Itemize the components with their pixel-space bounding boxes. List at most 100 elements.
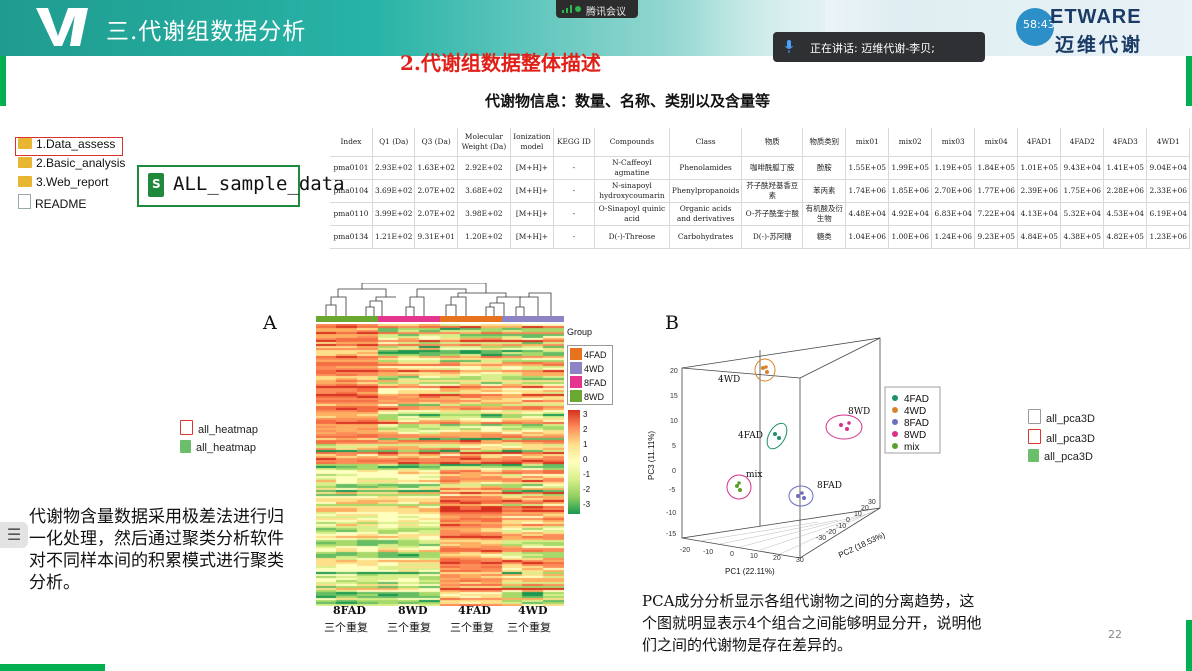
table-cell: O-芥子酰奎宁酸 — [741, 202, 804, 226]
pdf-icon — [180, 420, 193, 435]
table-cell: 1.23E+06 — [1146, 225, 1191, 249]
x-tick: -10 — [703, 549, 713, 556]
group-legend-title: Group — [567, 327, 593, 337]
table-cell: 3.99E+02 — [372, 202, 416, 226]
cluster-label: 4WD — [718, 375, 740, 385]
column-label: 4WD — [518, 604, 548, 617]
table-cell: Phenolamides — [669, 156, 743, 180]
scale-tick: -3 — [583, 500, 591, 509]
y-tick: 20 — [670, 368, 678, 375]
table-cell: pma0134 — [330, 225, 373, 249]
file-item[interactable]: README — [18, 194, 86, 212]
pca-png-file[interactable]: all_pca3D — [1028, 449, 1093, 463]
heatmap-png-file[interactable]: all_heatmap — [180, 440, 256, 454]
table-cell: 3.98E+02 — [457, 202, 511, 226]
legend-swatch — [570, 376, 582, 388]
table-cell: 1.55E+05 — [845, 156, 890, 180]
x-tick: -20 — [680, 547, 690, 554]
x-tick: 0 — [730, 551, 734, 558]
table-cell: 9.23E+05 — [974, 225, 1019, 249]
table-cell: 6.83E+04 — [931, 202, 976, 226]
menu-list-icon[interactable]: ☰ — [0, 522, 28, 548]
folder-icon — [18, 157, 32, 168]
table-cell: 9.43E+04 — [1060, 156, 1105, 180]
meeting-app-bar[interactable]: 腾讯会议 — [556, 0, 638, 18]
pca-file[interactable]: all_pca3D — [1028, 409, 1095, 425]
table-cell: [M+H]+ — [510, 179, 554, 203]
table-header-cell: mix02 — [888, 128, 933, 157]
pca-pdf-file[interactable]: all_pca3D — [1028, 429, 1095, 445]
scale-tick: -1 — [583, 470, 591, 479]
z-tick: 30 — [868, 499, 876, 506]
legend-label: 4WD — [584, 364, 604, 374]
table-header-cell: Class — [669, 128, 743, 157]
cluster-label: 8WD — [848, 407, 870, 417]
folder-icon — [18, 176, 32, 187]
group-bar — [316, 316, 378, 322]
file-label: all_heatmap — [196, 442, 256, 454]
excel-file-button[interactable]: S ALL_sample_data — [137, 165, 345, 207]
table-header-cell: Compounds — [594, 128, 670, 157]
slide-header — [0, 0, 1192, 56]
table-cell: 1.21E+02 — [372, 225, 416, 249]
heatmap-pdf-file[interactable]: all_heatmap — [180, 420, 258, 436]
metabolite-table: Index Q1 (Da) Q3 (Da) Molecular Weight (Da)… — [330, 128, 1191, 249]
column-label: 8FAD — [333, 604, 366, 617]
table-header-cell: Molecular Weight (Da) — [457, 128, 511, 157]
folder-label: 2.Basic_analysis — [36, 156, 126, 170]
folder-item[interactable]: 3.Web_report — [18, 175, 109, 193]
legend-swatch — [570, 362, 582, 374]
x-axis-label: PC1 (22.11%) — [725, 567, 775, 576]
table-cell: O-Sinapoyl quinic acid — [594, 202, 670, 226]
legend-item: 4FAD — [570, 348, 607, 361]
table-cell: 2.07E+02 — [414, 202, 458, 226]
table-cell: - — [553, 202, 595, 226]
table-cell: Organic acids and derivatives — [669, 202, 743, 226]
table-cell: 4.84E+05 — [1017, 225, 1062, 249]
color-scale — [568, 410, 580, 514]
group-bar — [378, 316, 440, 322]
legend-label: 4WD — [904, 406, 926, 417]
table-cell: 7.22E+04 — [974, 202, 1019, 226]
table-header-cell: mix01 — [845, 128, 890, 157]
table-cell: 咖啡酰胍丁胺 — [741, 156, 804, 180]
image-file-icon — [180, 440, 191, 453]
table-cell: 1.84E+05 — [974, 156, 1019, 180]
section-title: 三.代谢组数据分析 — [106, 19, 307, 45]
table-cell: 9.31E+01 — [414, 225, 458, 249]
table-cell: D(-)-Threose — [594, 225, 670, 249]
legend-item: 8FAD — [570, 376, 607, 389]
z-tick: -30 — [816, 535, 826, 542]
y-axis-label: PC3 (11.11%) — [647, 431, 656, 480]
folder-item[interactable]: 1.Data_assess — [18, 137, 115, 155]
table-header-cell: mix04 — [974, 128, 1019, 157]
pca-3d-plot: 4WD 4FAD 8WD mix 8FAD 20 15 10 5 0 -5 -1… — [647, 337, 887, 576]
folder-icon — [18, 138, 32, 149]
table-cell: 3.69E+02 — [372, 179, 416, 203]
table-header-cell: Q1 (Da) — [372, 128, 416, 157]
table-cell: 酚胺 — [802, 156, 847, 180]
table-cell: 4.13E+04 — [1017, 202, 1062, 226]
panel-label-a: A — [263, 312, 277, 334]
heatmap-description: 代谢物含量数据采用极差法进行归一化处理，然后通过聚类分析软件对不同样本间的积累模… — [29, 507, 284, 593]
table-row: pma0134 1.21E+02 9.31E+01 1.20E+02 [M+H]+ - D(… — [330, 225, 1191, 249]
column-sublabel: 三个重复 — [387, 621, 431, 634]
table-cell: 3.68E+02 — [457, 179, 511, 203]
table-header-cell: KEGG ID — [553, 128, 595, 157]
table-cell: 1.85E+06 — [888, 179, 933, 203]
z-axis-label: PC2 (18.53%) — [837, 530, 887, 560]
speaker-text: 正在讲话: 迈维代谢-李贝; — [810, 42, 935, 55]
brand-logo-circle — [1016, 8, 1054, 46]
document-icon — [1028, 409, 1041, 424]
spreadsheet-icon: S — [148, 173, 164, 197]
table-cell: [M+H]+ — [510, 202, 554, 226]
table-cell: 1.99E+05 — [888, 156, 933, 180]
group-bar — [440, 316, 502, 322]
scale-tick: -2 — [583, 485, 591, 494]
table-cell: 2.28E+06 — [1103, 179, 1148, 203]
table-cell: 4.92E+04 — [888, 202, 933, 226]
table-header-cell: Index — [330, 128, 373, 157]
table-cell: 1.77E+06 — [974, 179, 1019, 203]
brand-name: ETWARE — [1050, 6, 1142, 28]
folder-item[interactable]: 2.Basic_analysis — [18, 156, 125, 174]
